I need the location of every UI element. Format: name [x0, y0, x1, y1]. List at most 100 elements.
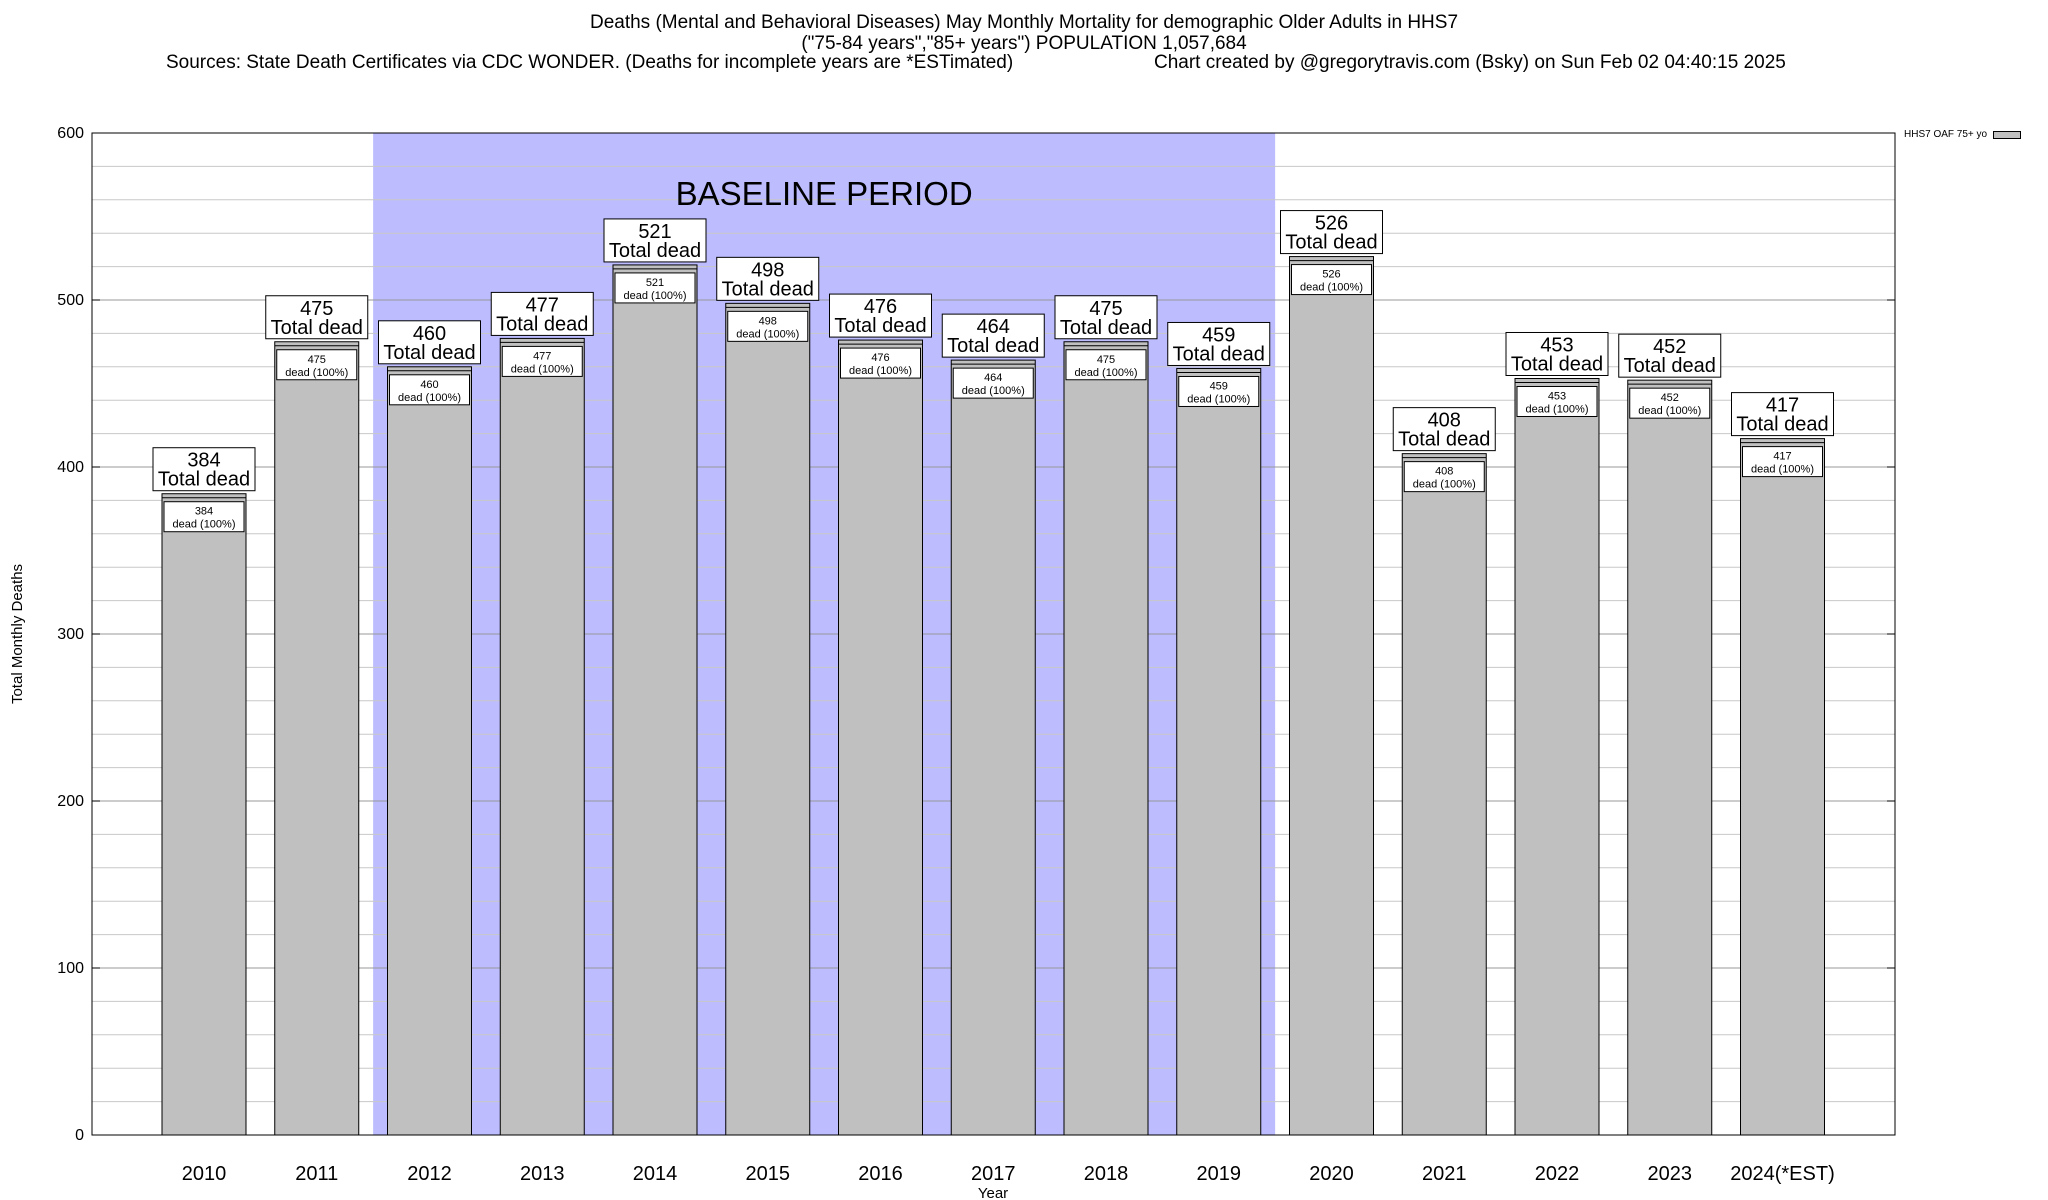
inner-percent-label: dead (100%) — [511, 363, 574, 375]
chart-title-block: Deaths (Mental and Behavioral Diseases) … — [0, 12, 2048, 54]
top-total-label: Total dead — [834, 315, 926, 337]
legend-swatch — [1993, 130, 2022, 139]
inner-value-label: 459 — [1210, 380, 1228, 392]
top-value-label: 453 — [1540, 334, 1573, 356]
inner-label-box — [952, 367, 1034, 399]
top-total-label: Total dead — [1624, 355, 1716, 377]
top-label-box — [1731, 392, 1834, 437]
inner-value-label: 460 — [420, 379, 438, 391]
inner-value-label: 417 — [1773, 451, 1791, 463]
y-tick-label: 200 — [57, 793, 84, 810]
x-tick-label: 2014 — [633, 1163, 678, 1185]
x-tick-label: 2013 — [520, 1163, 565, 1185]
inner-label-box — [501, 345, 583, 377]
bar — [499, 337, 585, 1136]
y-tick-label: 100 — [57, 960, 84, 977]
top-value-label: 460 — [413, 323, 446, 345]
inner-percent-label: dead (100%) — [1526, 403, 1589, 415]
inner-percent-label: dead (100%) — [398, 392, 461, 404]
inner-label-box — [727, 310, 809, 342]
chart-credit: Chart created by @gregorytravis.com (Bsk… — [1154, 52, 1786, 73]
inner-value-label: 475 — [308, 354, 326, 366]
top-label-box — [1505, 331, 1609, 376]
x-tick-label: 2022 — [1535, 1163, 1580, 1185]
inner-percent-label: dead (100%) — [173, 519, 236, 531]
inner-label-box — [1742, 446, 1823, 478]
inner-label-box — [1065, 349, 1147, 381]
top-total-label: Total dead — [1060, 317, 1152, 339]
x-tick-label: 2019 — [1197, 1163, 1242, 1185]
inner-value-label: 464 — [984, 372, 1002, 384]
top-label-box — [1054, 295, 1158, 340]
inner-percent-label: dead (100%) — [1413, 479, 1476, 491]
inner-percent-label: dead (100%) — [962, 385, 1025, 397]
top-label-box — [1167, 321, 1271, 366]
top-total-label: Total dead — [1398, 429, 1490, 451]
top-value-label: 521 — [638, 221, 671, 243]
bar — [1401, 453, 1487, 1136]
inner-percent-label: dead (100%) — [285, 367, 348, 379]
bar — [1289, 256, 1374, 1136]
chart-subtitle: ("75-84 years","85+ years") POPULATION 1… — [801, 33, 1247, 54]
inner-label-box — [389, 374, 470, 406]
inner-percent-label: dead (100%) — [1075, 367, 1138, 379]
top-total-label: Total dead — [271, 317, 363, 339]
top-label-box — [378, 320, 481, 365]
top-label-box — [1280, 210, 1383, 255]
top-value-label: 417 — [1766, 395, 1799, 417]
top-label-box — [152, 447, 256, 492]
x-tick-label: 2018 — [1084, 1163, 1129, 1185]
inner-label-box — [276, 349, 358, 381]
top-label-box — [941, 313, 1045, 358]
bar — [387, 366, 472, 1136]
y-tick-label: 500 — [57, 292, 84, 309]
y-axis-title: Total Monthly Deaths — [9, 564, 26, 704]
inner-label-box — [1178, 375, 1260, 407]
inner-label-box — [840, 347, 921, 379]
bar — [838, 339, 923, 1136]
x-tick-label: 2011 — [295, 1163, 338, 1185]
inner-value-label: 475 — [1097, 354, 1115, 366]
inner-label-box — [614, 272, 696, 304]
y-tick-label: 600 — [57, 125, 84, 142]
inner-percent-label: dead (100%) — [736, 328, 799, 340]
inner-label-box — [1516, 385, 1598, 417]
top-value-label: 464 — [977, 316, 1010, 338]
bar — [1063, 341, 1149, 1136]
x-axis-title: Year — [978, 1185, 1008, 1200]
inner-value-label: 521 — [646, 277, 664, 289]
inner-value-label: 476 — [871, 352, 889, 364]
bar — [1740, 438, 1825, 1136]
top-value-label: 384 — [187, 450, 220, 472]
inner-value-label: 498 — [759, 315, 777, 327]
inner-label-box — [1291, 264, 1372, 296]
top-label-box — [1618, 333, 1722, 378]
bar — [950, 359, 1036, 1136]
chart-legend: HHS7 OAF 75+ yo — [1904, 129, 2022, 140]
chart-title: Deaths (Mental and Behavioral Diseases) … — [589, 12, 1459, 33]
top-value-label: 408 — [1428, 410, 1461, 432]
top-total-label: Total dead — [158, 469, 250, 491]
inner-percent-label: dead (100%) — [1300, 282, 1363, 294]
inner-value-label: 477 — [533, 350, 551, 362]
bar — [1176, 367, 1262, 1136]
inner-percent-label: dead (100%) — [1187, 393, 1250, 405]
x-tick-label: 2012 — [407, 1163, 452, 1185]
top-total-label: Total dead — [722, 278, 814, 300]
inner-value-label: 453 — [1548, 390, 1566, 402]
bar — [1627, 379, 1713, 1136]
inner-percent-label: dead (100%) — [1638, 405, 1701, 417]
inner-label-box — [1403, 461, 1485, 493]
x-tick-label: 2020 — [1309, 1163, 1354, 1185]
inner-percent-label: dead (100%) — [1751, 464, 1814, 476]
inner-percent-label: dead (100%) — [624, 290, 687, 302]
x-tick-label: 2010 — [182, 1163, 227, 1185]
top-total-label: Total dead — [1736, 414, 1828, 436]
top-label-box — [603, 218, 707, 263]
inner-value-label: 384 — [195, 506, 213, 518]
top-total-label: Total dead — [496, 313, 588, 335]
x-tick-label: 2024(*EST) — [1730, 1163, 1835, 1185]
top-value-label: 475 — [300, 298, 333, 320]
top-total-label: Total dead — [947, 335, 1039, 357]
